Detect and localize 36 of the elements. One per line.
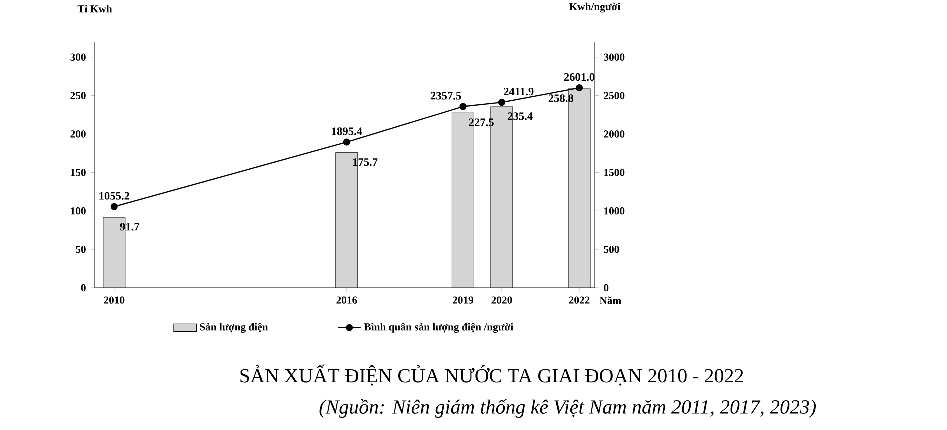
y-tick-label: 0 <box>81 284 86 292</box>
y-tick-label: 50 <box>76 246 86 254</box>
y2-tick-label: 2500 <box>604 92 625 100</box>
point <box>460 103 467 110</box>
legend-label: Sản lượng điện <box>200 323 268 334</box>
data-label: 2357.5 <box>430 92 462 100</box>
data-label: 2601.0 <box>564 73 595 82</box>
y2-tick-label: 1000 <box>604 208 625 215</box>
data-label: 1055.2 <box>100 192 130 200</box>
y-tick-label: 250 <box>70 92 86 100</box>
data-label: 2411.9 <box>504 88 534 96</box>
point <box>343 138 350 146</box>
point <box>576 84 584 92</box>
y2-tick-label: 0 <box>604 284 609 292</box>
y-tick-label: 200 <box>70 130 86 138</box>
point <box>110 203 118 210</box>
x-tick-label: 2022 <box>569 296 590 304</box>
x-tick-label: 2010 <box>104 296 125 304</box>
text: SẢN XUẤT ĐIỆN CỦA NƯỚC TA GIAI ĐOẠN 2010 - 2022 <box>240 364 744 386</box>
x-tick-label: 2016 <box>336 296 358 304</box>
y-axis-title: Tỉ Kwh <box>78 5 112 13</box>
y-tick-label: 100 <box>71 208 86 215</box>
legend-label: Bình quân sản lượng điện /người <box>364 323 514 334</box>
y2-tick-label: 500 <box>604 246 620 254</box>
y2-tick-label: 1500 <box>604 169 625 176</box>
y2-tick-label: 2000 <box>604 130 625 138</box>
data-label: 1895.4 <box>332 128 362 136</box>
x-tick-label: 2020 <box>492 296 512 304</box>
x-axis-title: Năm <box>600 296 622 304</box>
y-tick-label: 300 <box>70 54 86 61</box>
text: (Nguồn: Niên giám thống kê Việt Nam năm 2011, 2017, 2023) <box>320 399 816 418</box>
point <box>498 99 506 106</box>
x-tick-label: 2019 <box>452 296 474 304</box>
y2-axis-title: Kwh/người <box>569 2 621 13</box>
y-tick-label: 150 <box>71 169 86 176</box>
y2-tick-label: 3000 <box>604 54 625 61</box>
